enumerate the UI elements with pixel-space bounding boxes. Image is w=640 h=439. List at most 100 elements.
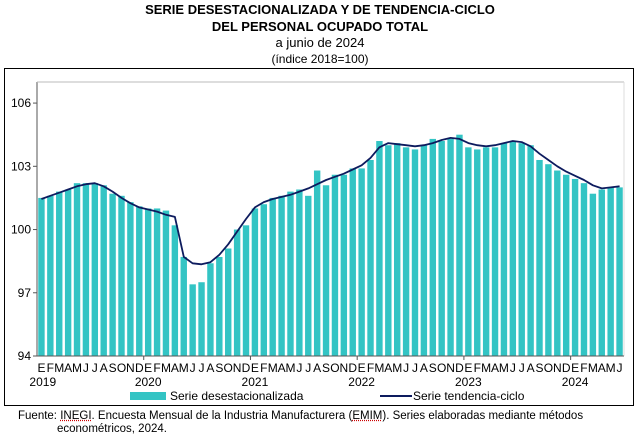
bar	[216, 256, 223, 356]
x-tick-label: E	[358, 361, 366, 375]
x-tick-label: A	[527, 361, 535, 375]
bar	[598, 189, 605, 356]
y-tick-label: 106	[11, 96, 31, 110]
x-tick-label: M	[161, 361, 171, 375]
chart-title: SERIE DESESTACIONALIZADA Y DE TENDENCIA-…	[145, 2, 495, 17]
legend-bar-swatch	[130, 392, 166, 400]
bar	[144, 208, 152, 356]
x-tick-label: J	[296, 361, 302, 375]
legend-bar-label: Serie desestacionalizada	[170, 389, 304, 403]
x-tick-label: F	[580, 361, 587, 375]
x-tick-label: J	[190, 361, 196, 375]
x-tick-label: J	[92, 361, 98, 375]
x-year-label: 2024	[562, 375, 589, 389]
bar-series	[38, 134, 623, 356]
y-tick-label: 97	[18, 286, 32, 300]
x-tick-label: E	[464, 361, 472, 375]
source-text1: . Encuesta Mensual de la Industria Manuf…	[91, 410, 353, 422]
bar	[287, 191, 294, 356]
legend-line-label: Serie tendencia-ciclo	[413, 389, 525, 403]
x-tick-label: J	[305, 361, 311, 375]
bar	[607, 187, 614, 356]
x-tick-label: F	[47, 361, 54, 375]
x-tick-label: J	[199, 361, 205, 375]
x-tick-label: E	[571, 361, 579, 375]
bar	[500, 143, 508, 356]
x-tick-label: A	[206, 361, 214, 375]
x-tick-label: A	[491, 361, 499, 375]
x-tick-label: J	[510, 361, 516, 375]
x-tick-label: M	[606, 361, 616, 375]
x-tick-label: N	[126, 361, 135, 375]
bar	[136, 206, 143, 356]
bar	[269, 197, 276, 356]
bar	[56, 191, 63, 356]
bar	[491, 147, 499, 356]
bar	[411, 149, 419, 356]
x-tick-label: J	[403, 361, 409, 375]
bar	[91, 183, 99, 356]
chart-title-line2: DEL PERSONAL OCUPADO TOTAL	[211, 19, 429, 34]
bar	[385, 145, 392, 356]
x-tick-label: F	[367, 361, 374, 375]
x-year-label: 2022	[348, 375, 375, 389]
x-tick-label: J	[519, 361, 525, 375]
bar	[394, 143, 401, 356]
bar	[447, 138, 454, 356]
bar	[518, 143, 525, 356]
bar	[331, 174, 339, 356]
x-tick-label: S	[322, 361, 330, 375]
bar	[109, 193, 116, 356]
bar	[242, 225, 250, 356]
x-tick-label: O	[117, 361, 126, 375]
x-tick-label: M	[285, 361, 295, 375]
bar	[527, 145, 534, 356]
x-tick-label: A	[64, 361, 72, 375]
bar	[376, 141, 383, 356]
x-tick-label: M	[392, 361, 402, 375]
bar	[340, 174, 348, 356]
bar	[296, 189, 303, 356]
x-tick-label: S	[215, 361, 223, 375]
x-tick-label: E	[144, 361, 152, 375]
x-tick-label: A	[384, 361, 392, 375]
y-tick-label: 94	[18, 349, 32, 363]
x-tick-label: O	[224, 361, 233, 375]
x-tick-label: D	[242, 361, 251, 375]
y-tick-label: 103	[11, 159, 31, 173]
bar	[118, 195, 125, 356]
bar	[536, 159, 543, 356]
x-year-label: 2023	[455, 375, 482, 389]
bar	[82, 183, 90, 356]
bar	[38, 197, 45, 356]
x-tick-label: E	[37, 361, 45, 375]
x-tick-label: J	[83, 361, 89, 375]
bar	[207, 263, 214, 356]
bar	[438, 141, 445, 356]
bar	[180, 256, 187, 356]
x-tick-label: N	[233, 361, 242, 375]
x-tick-label: N	[340, 361, 349, 375]
bar	[73, 183, 81, 356]
trend-line	[41, 136, 620, 266]
x-year-label: 2019	[29, 375, 56, 389]
bar	[225, 248, 232, 356]
x-tick-label: F	[474, 361, 481, 375]
source-abbr: EMIM	[352, 410, 383, 422]
x-year-label: 2021	[242, 375, 269, 389]
bar	[562, 174, 570, 356]
bar	[251, 208, 259, 356]
x-tick-label: M	[374, 361, 384, 375]
bar	[198, 282, 205, 356]
bar	[127, 202, 134, 356]
bar	[482, 147, 490, 356]
chart-frame	[4, 68, 634, 406]
x-tick-label: S	[535, 361, 543, 375]
bar	[64, 189, 72, 356]
bar	[233, 229, 241, 356]
bar	[305, 195, 312, 356]
source-note: Fuente: INEGI. Encuesta Mensual de la In…	[18, 409, 634, 423]
x-tick-label: D	[135, 361, 144, 375]
x-tick-label: A	[598, 361, 606, 375]
x-year-label: 2020	[135, 375, 162, 389]
